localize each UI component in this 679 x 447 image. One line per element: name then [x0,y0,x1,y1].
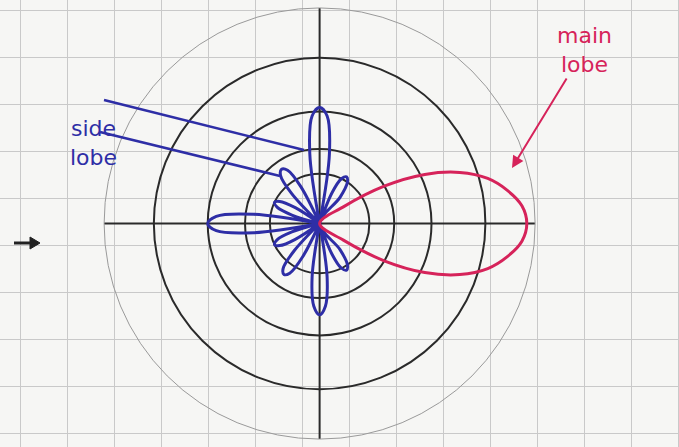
svg-text:mainlobe: mainlobe [557,23,612,77]
svg-text:sidelobe: sidelobe [70,116,117,170]
